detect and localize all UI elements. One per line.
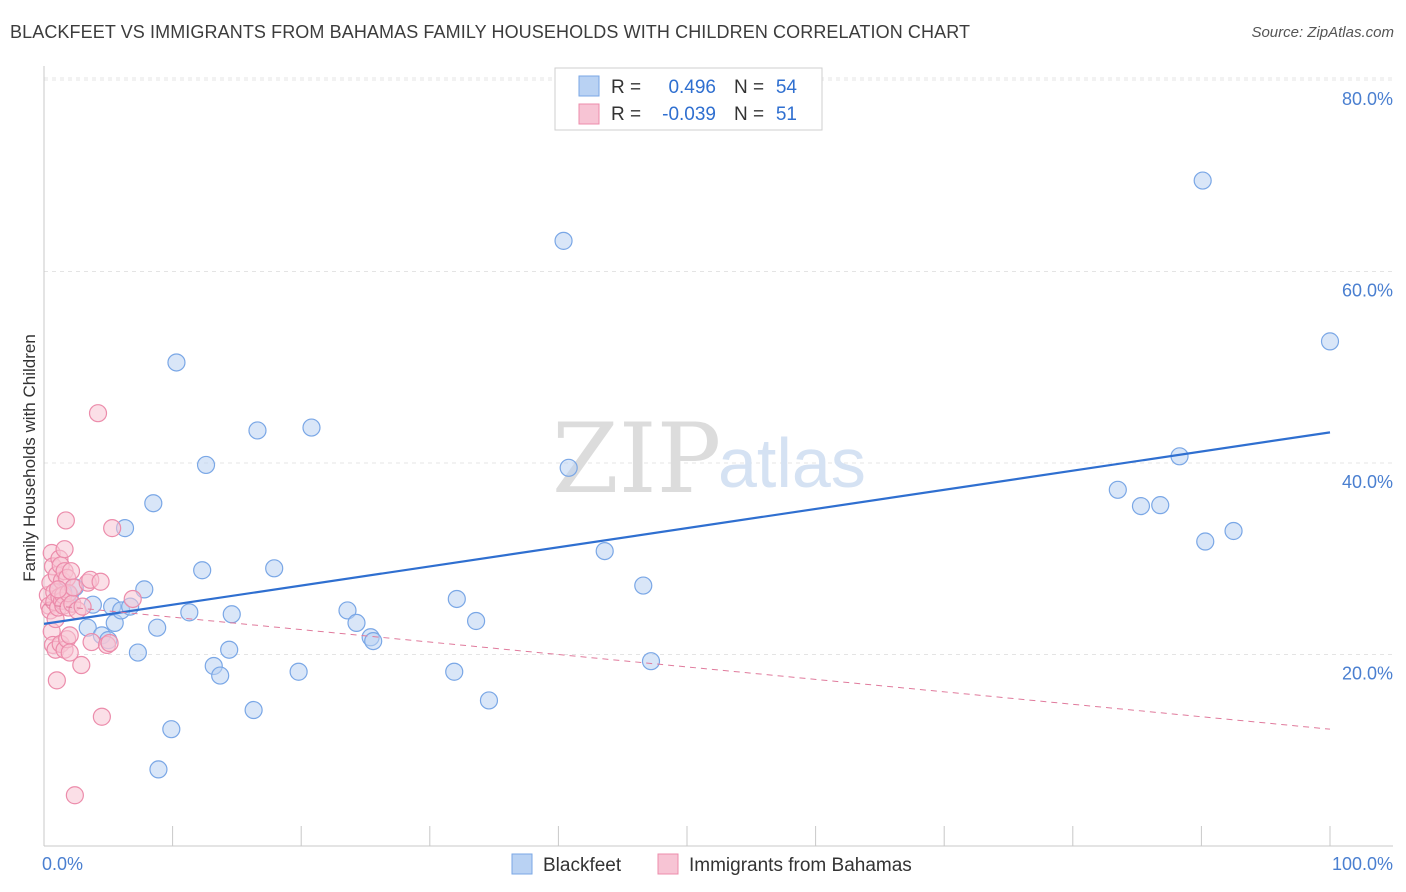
blackfeet-point-47 (1193, 171, 1212, 190)
blackfeet-point-20 (196, 455, 216, 475)
legend-swatch-blackfeet (578, 75, 600, 97)
bahamas-point-25 (55, 540, 74, 559)
blackfeet-point-39 (559, 458, 578, 477)
blackfeet-point-44 (1131, 496, 1151, 516)
axes (43, 66, 1393, 847)
y-tick-label-40: 40.0% (1342, 472, 1393, 492)
blackfeet-point-26 (248, 421, 267, 440)
blackfeet-point-25 (244, 700, 263, 720)
blackfeet-point-15 (148, 618, 167, 637)
blackfeet-point-19 (193, 561, 212, 580)
blackfeet-point-35 (447, 589, 466, 609)
y-tick-label-60: 60.0% (1342, 281, 1393, 301)
watermark-zip: ZIP (552, 403, 721, 515)
series-label-blackfeet: Blackfeet (543, 855, 622, 876)
bahamas-trend-line (43, 604, 1331, 730)
bahamas-point-43 (88, 404, 108, 423)
x-tick-label-max: 100.0% (1332, 854, 1393, 874)
y-axis-label: Family Households with Children (20, 334, 39, 582)
legend-r-label: R = (611, 77, 641, 98)
legend-swatch-bahamas (578, 103, 600, 125)
bahamas-point-49 (123, 589, 142, 609)
correlation-legend: R = 0.496 N = 54 R = -0.039 N = 51 (554, 67, 823, 131)
series-legend: Blackfeet Immigrants from Bahamas (511, 853, 912, 876)
legend-r-value-blackfeet: 0.496 (668, 77, 716, 98)
blackfeet-point-42 (641, 652, 661, 671)
blackfeet-point-45 (1151, 496, 1170, 515)
blackfeet-point-37 (479, 691, 499, 710)
bahamas-point-48 (103, 519, 122, 538)
blackfeet-point-23 (220, 640, 239, 659)
blackfeet-point-18 (180, 603, 199, 622)
blackfeet-point-51 (149, 760, 168, 779)
blackfeet-point-40 (595, 541, 614, 561)
y-tick-label-20: 20.0% (1342, 664, 1393, 684)
bahamas-point-50 (49, 580, 68, 599)
blackfeet-point-29 (302, 418, 321, 437)
watermark-atlas: atlas (718, 424, 866, 502)
gridlines (44, 77, 1393, 655)
blackfeet-point-50 (1320, 332, 1340, 351)
bahamas-point-12 (47, 671, 66, 690)
blackfeet-point-48 (1196, 532, 1215, 551)
blackfeet-point-24 (222, 605, 241, 624)
blackfeet-point-30 (338, 601, 357, 620)
blackfeet-point-33 (364, 631, 383, 651)
blackfeet-point-27 (265, 559, 284, 578)
bahamas-point-26 (56, 511, 75, 530)
bahamas-point-33 (61, 562, 81, 581)
blackfeet-point-16 (162, 720, 181, 739)
chart-title: BLACKFEET VS IMMIGRANTS FROM BAHAMAS FAM… (10, 22, 971, 42)
bahamas-point-42 (82, 632, 101, 652)
bahamas-point-36 (65, 786, 84, 805)
bahamas-point-32 (60, 626, 79, 645)
blackfeet-point-38 (554, 231, 573, 250)
legend-r-value-bahamas: -0.039 (662, 104, 716, 125)
blackfeet-point-36 (466, 611, 486, 631)
blackfeet-point-17 (167, 353, 186, 372)
blackfeet-point-31 (347, 613, 366, 633)
bahamas-point-45 (92, 707, 111, 726)
blackfeet-point-22 (211, 666, 230, 685)
legend-n-label-2: N = (734, 104, 764, 125)
bahamas-point-38 (72, 655, 91, 675)
blackfeet-point-34 (445, 662, 464, 681)
y-tick-labels: 20.0% 40.0% 60.0% 80.0% (1342, 89, 1393, 684)
blackfeet-trend-line (43, 431, 1331, 625)
x-tick-label-min: 0.0% (42, 854, 83, 874)
legend-n-label: N = (734, 77, 764, 98)
legend-n-value-blackfeet: 54 (776, 77, 798, 98)
source-label: Source: ZipAtlas.com (1251, 24, 1394, 41)
series-swatch-blackfeet (511, 853, 533, 875)
bahamas-point-47 (100, 633, 119, 653)
legend-r-label-2: R = (611, 104, 641, 125)
blackfeet-point-12 (128, 643, 147, 662)
series-label-bahamas: Immigrants from Bahamas (689, 855, 912, 876)
blackfeet-point-41 (634, 576, 653, 595)
y-tick-label-80: 80.0% (1342, 89, 1393, 109)
trend-lines (43, 431, 1331, 730)
bahamas-point-44 (91, 572, 110, 591)
legend-n-value-bahamas: 51 (776, 104, 797, 125)
blackfeet-point-14 (144, 494, 163, 513)
blackfeet-point-49 (1224, 521, 1243, 541)
bahamas-point-39 (73, 597, 92, 616)
blackfeet-point-28 (289, 662, 308, 681)
series-swatch-bahamas (657, 853, 679, 875)
blackfeet-point-43 (1108, 480, 1127, 499)
